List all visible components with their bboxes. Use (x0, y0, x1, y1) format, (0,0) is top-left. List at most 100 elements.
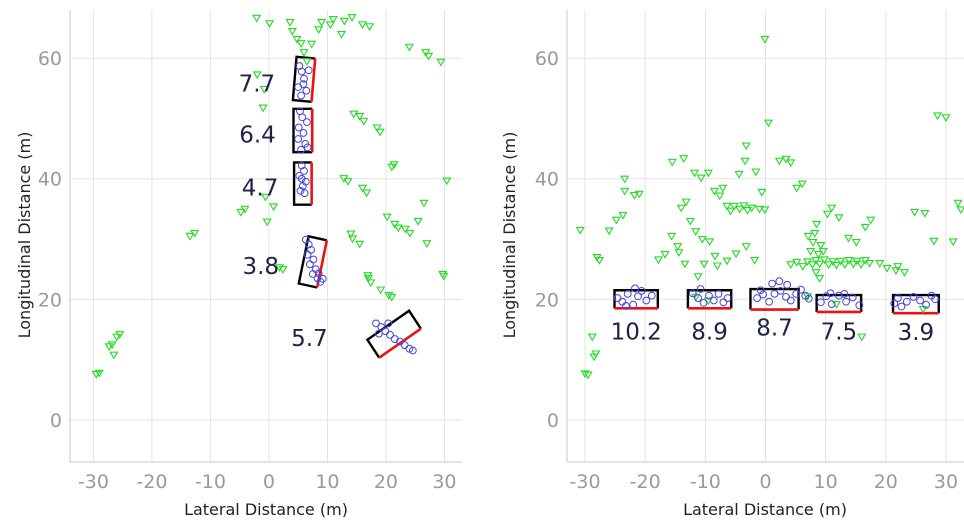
right-x-axis-label: Lateral Distance (m) (683, 500, 847, 519)
right-y-tick-label: 60 (535, 48, 559, 70)
right-bounding-boxes (615, 289, 939, 313)
right-radar-point (674, 244, 681, 250)
right-radar-point (828, 205, 835, 211)
right-radar-point (735, 171, 742, 177)
right-grid (567, 10, 964, 462)
right-radar-point (723, 258, 730, 264)
left-radar-point (366, 24, 373, 30)
right-x-tick-label: 10 (814, 471, 838, 493)
right-radar-point (787, 160, 794, 166)
right-y-axis-label: Longitudinal Distance (m) (500, 132, 519, 339)
right-radar-point (606, 228, 613, 234)
right-lidar-point (784, 281, 791, 288)
right-x-tick-label: -10 (690, 471, 721, 493)
right-radar-point (621, 176, 628, 182)
left-box-distance-label: 3.8 (242, 254, 279, 280)
right-radar-point (687, 218, 694, 224)
left-radar-point (391, 162, 398, 168)
right-lidar-point (724, 295, 731, 302)
right-radar-point (589, 334, 596, 340)
right-radar-point (706, 239, 713, 245)
right-radar-point (743, 143, 750, 149)
right-radar-point (799, 264, 806, 270)
right-radar-point (876, 261, 883, 267)
right-radar-point (957, 207, 964, 213)
right-lidar-point (648, 292, 655, 299)
right-box-distance-label: 8.9 (691, 319, 728, 345)
right-radar-point (858, 334, 865, 340)
right-radar-point (883, 265, 890, 271)
left-radar-point (348, 15, 355, 21)
right-lidar-point (715, 290, 722, 297)
right-radar-point (758, 189, 765, 195)
right-radar-point (950, 239, 957, 245)
left-box-distance-label: 7.7 (239, 71, 276, 97)
right-radar-point (698, 175, 705, 181)
right-radar-point (613, 217, 620, 223)
left-lidar-point (306, 261, 313, 268)
left-radar-point (266, 21, 273, 27)
right-radar-point (752, 169, 759, 175)
left-x-tick-label: 30 (432, 471, 456, 493)
right-x-tick-label: 20 (874, 471, 898, 493)
right-lidar-point (776, 278, 783, 285)
right-radar-point (681, 261, 688, 267)
right-radar-point (732, 251, 739, 257)
left-radar-point (402, 226, 409, 232)
right-radar-point (741, 158, 748, 164)
right-radar-point (793, 185, 800, 191)
left-x-axis-label: Lateral Distance (m) (184, 500, 348, 519)
right-radar-point (837, 258, 844, 264)
left-x-tick-label: 0 (263, 471, 275, 493)
right-radar-point (867, 217, 874, 223)
left-radar-point (110, 352, 117, 358)
right-radar-point (853, 240, 860, 246)
left-scatter-plot: 7.76.44.73.85.7 -30 -20 -10 0 10 20 300204060 … (0, 0, 482, 527)
left-x-tick-label: -10 (195, 471, 226, 493)
right-radar-point (809, 240, 816, 246)
left-radar-point (286, 20, 293, 26)
left-x-tick-label: -20 (136, 471, 167, 493)
right-radar-point (954, 200, 961, 206)
right-radar-point (655, 257, 662, 263)
right-radar-point (894, 264, 901, 270)
left-radar-point (363, 190, 370, 196)
right-radar-point (833, 262, 840, 268)
left-radar-point (437, 59, 444, 65)
right-radar-point (675, 250, 682, 256)
left-radar-point (367, 280, 374, 286)
left-lidar-point (298, 92, 305, 99)
left-radar-point (318, 20, 325, 26)
left-radar-point (344, 179, 351, 185)
left-lidar-point (295, 136, 302, 143)
right-radar-point (921, 211, 928, 217)
right-lidar-points (614, 278, 938, 310)
left-radar-point (186, 233, 193, 239)
right-radar-point (727, 208, 734, 214)
left-y-axis-label: Longitudinal Distance (m) (15, 132, 34, 339)
right-x-tick-label: 0 (759, 471, 771, 493)
right-radar-point (919, 306, 926, 312)
left-radar-point (376, 129, 383, 135)
left-x-tick-label: 10 (315, 471, 339, 493)
right-y-tick-label: 0 (547, 410, 559, 432)
left-radar-point (420, 200, 427, 206)
left-radar-point (270, 204, 277, 210)
right-radar-point (701, 261, 708, 267)
right-radar-point (835, 215, 842, 221)
left-lidar-points (295, 63, 416, 354)
right-radar-point (743, 244, 750, 250)
left-lidar-point (300, 130, 307, 137)
right-radar-point (719, 185, 726, 191)
right-radar-point (846, 258, 853, 264)
left-radar-point (259, 105, 266, 111)
right-radar-point (807, 249, 814, 255)
right-radar-point (805, 233, 812, 239)
left-radar-point (264, 219, 271, 225)
right-radar-point (678, 205, 685, 211)
left-radar-point (315, 27, 322, 33)
right-radar-point (619, 212, 626, 218)
left-radar-point (359, 22, 366, 28)
right-radar-point (817, 243, 824, 249)
right-x-tick-label: -20 (630, 471, 661, 493)
